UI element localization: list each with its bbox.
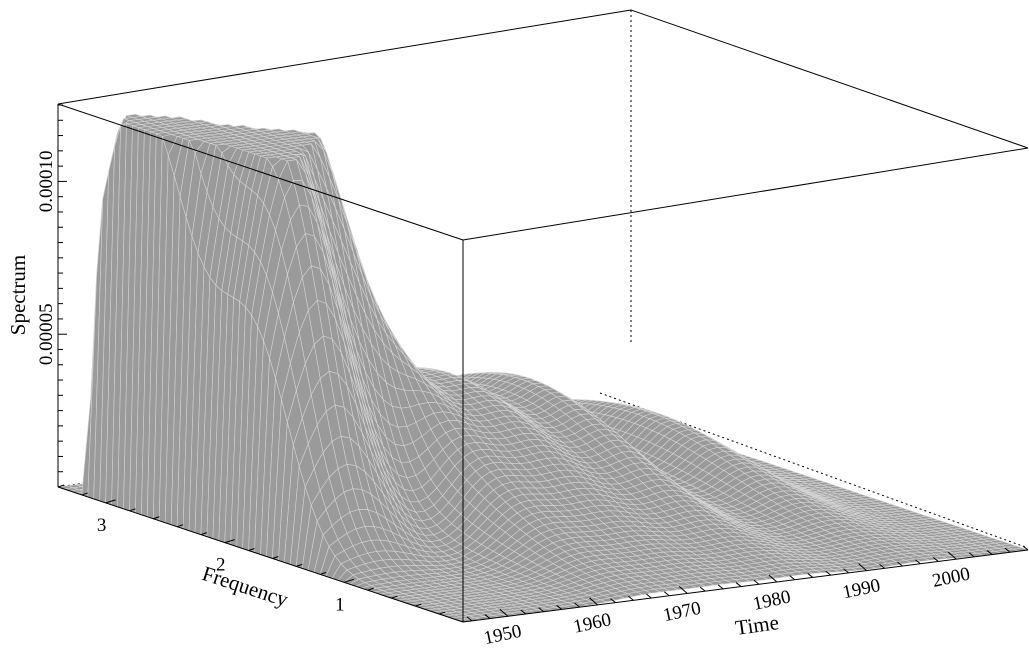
x-minor-tick xyxy=(1022,545,1029,551)
x-minor-tick xyxy=(1004,547,1011,553)
z-tick-label: 0.00010 xyxy=(36,151,57,213)
box-edge-floor-time xyxy=(462,549,1029,623)
x-minor-tick xyxy=(484,614,491,619)
x-minor-tick xyxy=(915,559,921,565)
x-minor-tick xyxy=(968,552,975,558)
x-major-tick xyxy=(499,608,509,617)
x-tick-label: 1960 xyxy=(572,609,614,637)
x-minor-tick xyxy=(538,607,545,613)
x-minor-tick xyxy=(825,570,832,576)
y-minor-tick xyxy=(81,492,88,496)
y-minor-tick xyxy=(57,484,65,488)
box-edge-top-right xyxy=(630,9,1029,149)
y-tick-label: 2 xyxy=(216,555,226,576)
x-tick-label: 2000 xyxy=(930,563,972,591)
x-minor-tick xyxy=(933,557,939,562)
spectrum-surface xyxy=(57,113,1029,623)
x-minor-tick xyxy=(628,595,634,601)
box-edge-top-front xyxy=(57,103,464,241)
y-minor-tick xyxy=(200,532,208,536)
box-edge-top-side xyxy=(462,147,1029,241)
x-minor-tick xyxy=(879,563,885,569)
z-tick-label: 0.00005 xyxy=(36,303,57,365)
y-minor-tick xyxy=(129,508,136,512)
x-major-tick xyxy=(768,574,778,583)
y-minor-tick xyxy=(439,611,446,615)
x-minor-tick xyxy=(789,575,796,581)
y-major-tick xyxy=(105,499,116,504)
y-minor-tick xyxy=(296,563,303,567)
x-major-tick xyxy=(858,563,867,571)
y-minor-tick xyxy=(319,571,327,575)
y-minor-tick xyxy=(153,516,160,520)
x-minor-tick xyxy=(735,582,742,587)
x-minor-tick xyxy=(717,584,724,590)
y-minor-tick xyxy=(415,603,422,607)
y-minor-tick xyxy=(391,595,398,599)
x-minor-tick xyxy=(897,561,903,567)
x-tick-label: 1970 xyxy=(661,598,703,626)
x-minor-tick xyxy=(520,609,527,615)
x-minor-tick xyxy=(753,579,760,585)
y-tick-label: 1 xyxy=(335,594,345,615)
y-minor-tick xyxy=(176,524,184,528)
x-minor-tick xyxy=(807,573,814,578)
x-axis-label: Time xyxy=(734,610,781,640)
x-major-tick xyxy=(589,597,598,606)
y-tick-label: 3 xyxy=(97,515,107,536)
z-axis-label: Spectrum xyxy=(6,255,30,335)
x-tick-label: 1990 xyxy=(841,575,883,603)
box-visible-edges xyxy=(57,9,1029,623)
y-axis-label: Frequency xyxy=(199,561,291,611)
y-major-tick xyxy=(224,539,235,544)
x-minor-tick xyxy=(466,616,473,622)
box-edge-floor-front xyxy=(57,486,464,623)
x-minor-tick xyxy=(843,568,849,574)
x-minor-tick xyxy=(574,602,580,608)
x-minor-tick xyxy=(986,550,993,555)
y-minor-tick xyxy=(248,548,255,552)
box-edge-top-back xyxy=(57,9,632,105)
x-major-tick xyxy=(947,551,957,560)
x-minor-tick xyxy=(646,593,652,599)
y-major-tick xyxy=(343,578,355,583)
x-tick-label: 1950 xyxy=(482,621,524,649)
y-minor-tick xyxy=(272,555,279,559)
y-minor-tick xyxy=(367,587,374,591)
x-minor-tick xyxy=(699,586,706,592)
x-tick-label: 1980 xyxy=(751,586,793,614)
x-minor-tick xyxy=(663,591,670,597)
x-minor-tick xyxy=(610,598,616,603)
x-minor-tick xyxy=(556,605,562,610)
x-major-tick xyxy=(678,586,688,594)
